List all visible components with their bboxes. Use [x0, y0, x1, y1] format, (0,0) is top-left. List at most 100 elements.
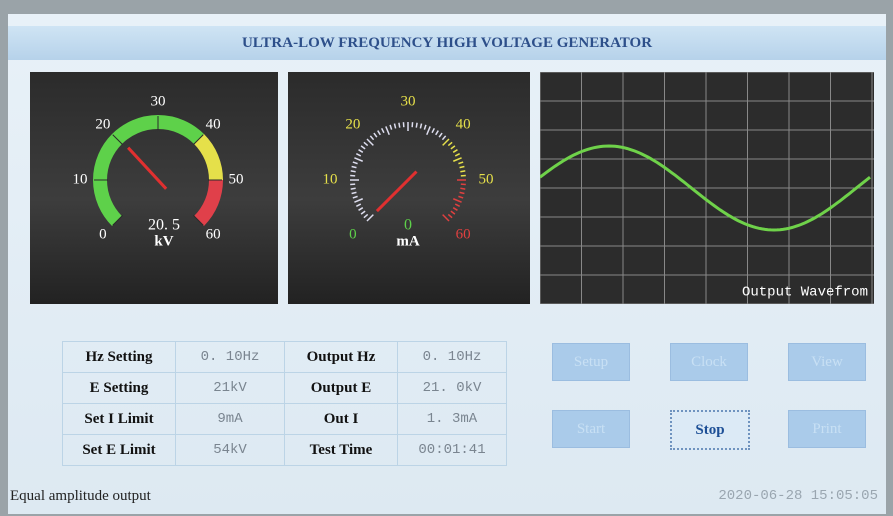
- gauge-minor-tick: [448, 214, 452, 217]
- gauge-minor-tick: [453, 208, 457, 211]
- gauge-minor-tick: [374, 133, 377, 137]
- gauge-minor-tick: [352, 192, 357, 193]
- table-value: 1. 3mA: [398, 404, 507, 435]
- gauge-tick-label: 30: [401, 93, 416, 109]
- gauge-tick-label: 50: [229, 171, 244, 187]
- gauge-minor-tick: [364, 142, 368, 145]
- gauge-minor-tick: [382, 128, 384, 132]
- gauge-minor-tick: [359, 208, 363, 211]
- table-value: 21. 0kV: [398, 373, 507, 404]
- table-label: E Setting: [63, 373, 176, 404]
- gauge-minor-tick: [460, 188, 465, 189]
- gauge-tick-label: 40: [206, 116, 221, 132]
- button[interactable]: Stop: [670, 410, 750, 450]
- gauge-reading: 20. 5: [148, 217, 180, 234]
- gauge-minor-tick: [359, 150, 363, 153]
- gauge-minor-tick: [451, 146, 455, 149]
- gauge-minor-tick: [451, 211, 455, 214]
- button[interactable]: Print: [788, 410, 866, 448]
- gauge-unit: kV: [154, 233, 173, 249]
- table-value: 00:01:41: [398, 435, 507, 466]
- gauge-minor-tick: [453, 150, 457, 153]
- gauge-arc: [199, 139, 216, 180]
- gauge-minor-tick: [353, 162, 358, 164]
- button[interactable]: Setup: [552, 343, 630, 381]
- gauge-minor-tick: [436, 131, 439, 135]
- gauge-minor-tick: [364, 214, 368, 217]
- table-label: Out I: [285, 404, 398, 435]
- button[interactable]: View: [788, 343, 866, 381]
- title-bar: ULTRA-LOW FREQUENCY HIGH VOLTAGE GENERAT…: [8, 26, 886, 60]
- gauge-tick-label: 60: [206, 227, 221, 243]
- gauge-minor-tick: [453, 199, 461, 202]
- gauge-tick-label: 60: [456, 227, 471, 243]
- gauge-minor-tick: [354, 158, 362, 161]
- status-text: Equal amplitude output: [10, 488, 151, 505]
- gauge-minor-tick: [361, 211, 365, 214]
- gauge-minor-tick: [352, 166, 357, 167]
- page: ULTRA-LOW FREQUENCY HIGH VOLTAGE GENERAT…: [0, 0, 893, 516]
- gauge-minor-tick: [420, 124, 421, 129]
- gauge-minor-tick: [455, 204, 459, 206]
- gauge-minor-tick: [370, 136, 373, 140]
- table-value: 54kV: [176, 435, 285, 466]
- table-label: Output Hz: [285, 342, 398, 373]
- table-row: Set I Limit9mAOut I1. 3mA: [63, 404, 507, 435]
- gauge-minor-tick: [460, 166, 465, 167]
- wave-label: Output Wavefrom: [742, 285, 868, 301]
- gauge-minor-tick: [458, 196, 463, 198]
- gauge-tick-label: 20: [345, 116, 360, 132]
- table-value: 21kV: [176, 373, 285, 404]
- waveform: Output Wavefrom: [540, 72, 874, 304]
- gauge-tick-label: 0: [349, 227, 357, 243]
- gauge-minor-tick: [460, 192, 465, 193]
- kv-gauge: 0 10 20 30 40 50 60 20. 5kV: [30, 72, 278, 304]
- gauge-needle: [377, 172, 417, 212]
- table-value: 9mA: [176, 404, 285, 435]
- table-label: Output E: [285, 373, 398, 404]
- gauge-minor-tick: [448, 142, 452, 145]
- gauge-minor-tick: [361, 146, 365, 149]
- gauge-minor-tick: [394, 124, 395, 129]
- table-label: Test Time: [285, 435, 398, 466]
- gauge-minor-tick: [351, 188, 356, 189]
- gauge-minor-tick: [443, 215, 449, 221]
- table-label: Set I Limit: [63, 404, 176, 435]
- ma-panel: 01020304050600mA: [288, 72, 530, 304]
- gauge-reading: 0: [404, 217, 412, 234]
- gauge-minor-tick: [351, 171, 356, 172]
- gauge-minor-tick: [390, 125, 392, 130]
- gauge-minor-tick: [367, 215, 373, 221]
- gauge-minor-tick: [453, 158, 461, 161]
- table-label: Hz Setting: [63, 342, 176, 373]
- gauge-tick-label: 40: [456, 116, 471, 132]
- gauge-tick-label: 10: [323, 171, 338, 187]
- gauge-tick-label: 50: [479, 171, 494, 187]
- table-value: 0. 10Hz: [398, 342, 507, 373]
- button[interactable]: Start: [552, 410, 630, 448]
- gauge-minor-tick: [354, 199, 362, 202]
- gauge-tick-label: 30: [151, 93, 166, 109]
- wave-panel: Output Wavefrom: [540, 72, 874, 304]
- gauge-needle: [128, 148, 166, 189]
- gauge-minor-tick: [432, 128, 434, 132]
- gauge-minor-tick: [399, 123, 400, 128]
- gauge-minor-tick: [439, 133, 442, 137]
- gauge-minor-tick: [416, 123, 417, 128]
- button[interactable]: Clock: [670, 343, 748, 381]
- gauge-minor-tick: [386, 126, 389, 134]
- gauge-minor-tick: [460, 171, 465, 172]
- table-value: 0. 10Hz: [176, 342, 285, 373]
- gauge-tick-label: 10: [73, 171, 88, 187]
- gauge-tick-label: 20: [95, 116, 110, 132]
- gauge-minor-tick: [443, 139, 449, 145]
- datetime: 2020-06-28 15:05:05: [718, 488, 878, 504]
- gauge-minor-tick: [442, 136, 445, 140]
- gauge-minor-tick: [458, 162, 463, 164]
- gauge-tick-label: 0: [99, 227, 107, 243]
